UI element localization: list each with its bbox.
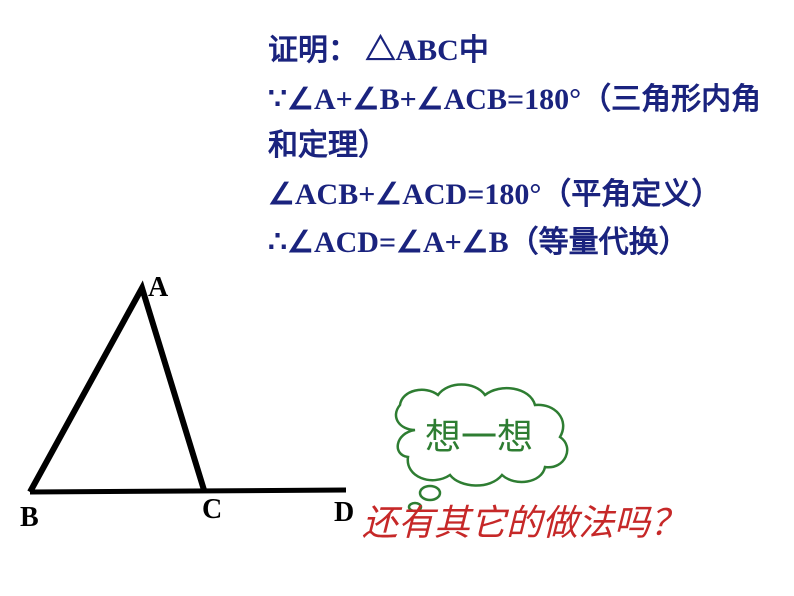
proof-line-3: ∠ACB+∠ACD=180°（平角定义） [268, 172, 768, 219]
label-C: C [202, 494, 222, 526]
proof-line-1: 证明： △ABC中 [268, 28, 768, 75]
triangle-diagram: A B C D [14, 272, 354, 562]
question-text: 还有其它的做法吗？ [362, 498, 782, 548]
label-A: A [148, 272, 168, 304]
think-text: 想一想 [425, 408, 533, 460]
label-D: D [334, 497, 354, 529]
proof-line-4: ∴∠ACD=∠A+∠B（等量代换） [268, 220, 768, 267]
proof-block: 证明： △ABC中 ∵∠A+∠B+∠ACB=180°（三角形内角和定理） ∠AC… [268, 28, 768, 269]
triangle-svg [14, 272, 354, 532]
line-BD [30, 490, 346, 492]
proof-line-2: ∵∠A+∠B+∠ACB=180°（三角形内角和定理） [268, 77, 768, 170]
label-B: B [20, 502, 39, 534]
triangle-ABC [30, 288, 204, 492]
